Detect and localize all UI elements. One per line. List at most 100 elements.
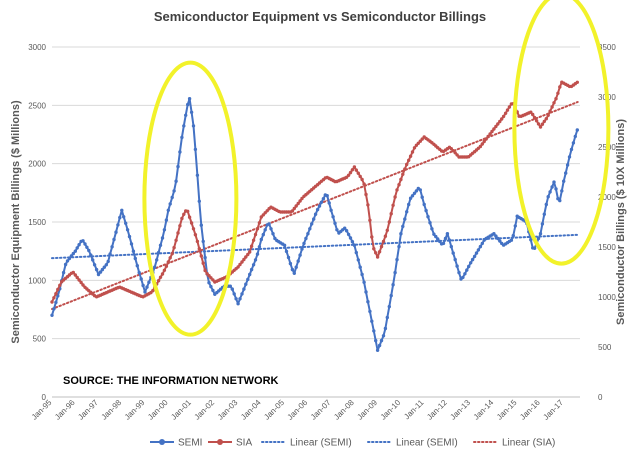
sia-point (187, 215, 192, 219)
semi-point (554, 187, 558, 191)
sia-point (383, 234, 388, 238)
sia-point (168, 256, 172, 260)
legend-marker (159, 439, 165, 445)
semi-point (565, 163, 570, 167)
semi-point (122, 215, 126, 219)
sia-point (407, 158, 411, 162)
sia-point (160, 272, 165, 276)
semi-point (420, 195, 424, 199)
semi-point (573, 134, 577, 139)
right-tick-label: 0 (598, 393, 603, 402)
sia-point (296, 201, 300, 206)
semi-point (335, 228, 339, 232)
x-tick-label: Jan-07 (309, 398, 333, 422)
semi-point (290, 267, 295, 272)
highlight-ellipse-2017 (512, 0, 611, 266)
semi-point (480, 241, 484, 246)
semi-point (255, 252, 260, 256)
semi-point (364, 290, 368, 294)
highlight-ellipses (142, 0, 611, 337)
legend: SEMI SIA Linear (SEMI) Linear (SEMI) Linear … (150, 438, 555, 449)
sia-point (238, 262, 242, 267)
legend-item: Linear (SIA) (473, 438, 555, 449)
semi-point (476, 248, 481, 252)
sia-point (246, 252, 250, 257)
sia-point (294, 204, 298, 208)
semi-point (321, 197, 326, 201)
semi-point (230, 287, 234, 291)
sia-point (58, 283, 62, 287)
x-tick-label: Jan-02 (193, 398, 217, 422)
sia-point (401, 172, 405, 176)
semi-point (430, 227, 434, 231)
semi-point (408, 196, 413, 200)
semi-point (317, 204, 322, 208)
sia-point (189, 221, 194, 225)
semi-point (575, 128, 579, 132)
sia-point (575, 80, 579, 85)
semi-point (348, 236, 353, 240)
semi-point (532, 246, 537, 250)
sia-point (364, 192, 368, 197)
sia-point (500, 117, 504, 121)
semi-point (327, 201, 331, 205)
sia-point (350, 168, 355, 172)
semi-point (174, 179, 178, 183)
sia-point (54, 292, 58, 296)
semi-point (129, 242, 134, 246)
left-axis-ticks: 0 500 1000 1500 2000 2500 3000 (28, 43, 46, 402)
legend-label: Linear (SIA) (502, 438, 555, 449)
sia-point (292, 206, 296, 211)
semi-point (94, 267, 99, 272)
sia-point (249, 244, 254, 248)
semi-point (56, 294, 60, 298)
semi-point (164, 218, 169, 222)
semi-point (199, 223, 203, 227)
sia-point (56, 287, 60, 292)
semi-point (362, 280, 366, 284)
sia-point (71, 270, 76, 275)
x-tick-label: Jan-97 (76, 398, 100, 422)
sia-point (166, 260, 170, 264)
semi-point (180, 135, 184, 140)
semi-point (358, 265, 362, 269)
semi-point (465, 268, 469, 272)
x-tick-label: Jan-13 (448, 398, 472, 422)
semi-point (472, 254, 477, 259)
x-tick-label: Jan-98 (100, 398, 124, 422)
semi-point (50, 313, 54, 317)
semi-point (69, 254, 74, 258)
right-tick-label: 500 (598, 343, 612, 352)
sia-point (389, 212, 393, 216)
semi-point (246, 277, 250, 282)
sia-point (195, 239, 200, 244)
sia-point (484, 137, 488, 141)
semi-point (112, 237, 116, 242)
sia-point (531, 112, 535, 117)
x-tick-label: Jan-03 (216, 398, 240, 422)
semi-point (253, 258, 258, 262)
sia-point (494, 124, 498, 129)
sia-point (362, 182, 366, 186)
semi-point (100, 267, 105, 272)
semi-point (414, 189, 419, 193)
trendline-linearsemi (51, 233, 579, 260)
semi-point (426, 215, 430, 219)
sia-point (377, 250, 382, 254)
semi-point (259, 237, 263, 242)
left-tick-label: 500 (33, 335, 47, 344)
semi-point (325, 194, 329, 198)
semi-point (401, 224, 405, 229)
semi-point (251, 263, 256, 267)
sia-point (151, 289, 155, 293)
semi-point (284, 249, 289, 254)
semi-point (438, 239, 442, 244)
sia-point (536, 122, 541, 126)
semi-point (195, 173, 200, 177)
semi-point (232, 292, 236, 296)
semi-point (356, 258, 360, 262)
x-tick-label: Jan-11 (402, 398, 426, 422)
x-tick-label: Jan-05 (262, 398, 286, 422)
semi-point (571, 141, 576, 145)
